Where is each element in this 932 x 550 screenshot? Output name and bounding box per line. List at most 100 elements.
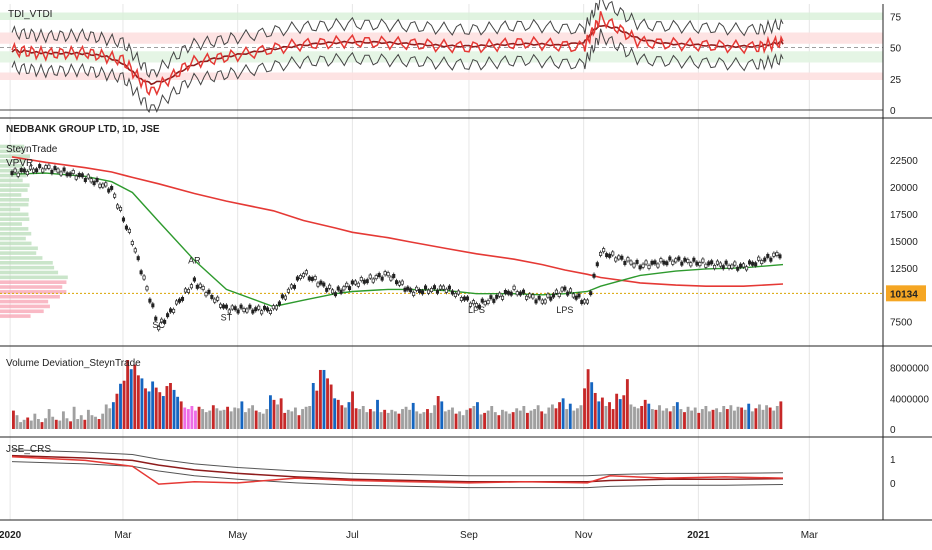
tdi-signal-line: [11, 24, 784, 86]
volume-bar-189: [686, 406, 690, 429]
volume-bar-66: [247, 408, 251, 429]
volume-bar-123: [451, 407, 454, 429]
candle-body: [380, 276, 384, 281]
candle-body: [583, 299, 587, 304]
volume-bar-18: [76, 419, 80, 429]
volume-bar-137: [501, 409, 504, 429]
candle-body: [763, 257, 767, 262]
candle-body: [368, 274, 372, 279]
volume-bar-59: [222, 409, 226, 429]
volume-bar-40: [154, 387, 158, 429]
vpvr-bar-3: [0, 299, 49, 304]
volume-bar-168: [611, 409, 615, 429]
volume-bar-127: [465, 409, 469, 429]
volume-bar-208: [754, 408, 758, 429]
candle-body: [397, 281, 401, 286]
candle-body: [333, 292, 337, 297]
volume-bar-173: [629, 404, 633, 429]
volume-bar-175: [636, 408, 640, 429]
volume-bar-33: [129, 369, 133, 429]
volume-bar-56: [211, 405, 215, 429]
volume-bar-22: [90, 415, 94, 429]
candle-body: [347, 286, 352, 291]
candle-body: [386, 272, 390, 277]
x-axis-tick-0: 2020: [0, 530, 22, 541]
volume-bar-151: [550, 404, 554, 429]
candle-body: [453, 292, 457, 297]
candle-body: [689, 262, 693, 267]
candle-body: [540, 299, 544, 304]
candle-body: [424, 285, 428, 290]
volume-bar-94: [347, 402, 351, 429]
candle-body: [426, 289, 431, 294]
volume-bar-38: [147, 391, 151, 429]
volume-bar-50: [190, 406, 194, 429]
candle-body: [113, 193, 117, 198]
volume-bar-158: [575, 408, 579, 429]
vpvr-bar-34: [0, 149, 26, 154]
volume-bar-138: [504, 411, 508, 429]
volume-bar-149: [543, 413, 547, 429]
candle-body: [154, 316, 158, 321]
price-annotation-0: SC: [152, 320, 165, 330]
candle-body: [432, 285, 437, 290]
candle-body: [177, 298, 182, 303]
volume-bar-67: [251, 405, 255, 429]
candle-body: [589, 291, 593, 296]
candle-body: [65, 172, 69, 177]
volume-bar-76: [283, 412, 287, 429]
volume-ytick-1: 4000000: [890, 394, 929, 405]
volume-bar-201: [729, 405, 733, 429]
volume-bar-172: [625, 379, 629, 429]
vpvr-bar-28: [0, 178, 23, 183]
candle-body: [365, 279, 369, 284]
volume-bar-8: [40, 422, 44, 429]
crs-ytick-1: 0: [890, 479, 896, 490]
tdi-zone-upper-mid: [0, 32, 883, 44]
volume-bar-196: [711, 409, 715, 429]
x-axis-tick-1: Mar: [114, 530, 132, 541]
candle-body: [163, 319, 167, 324]
volume-bar-141: [515, 408, 519, 429]
volume-bar-47: [179, 401, 183, 429]
volume-bar-17: [72, 406, 76, 429]
candle-body: [298, 275, 303, 279]
candle-body: [221, 304, 226, 309]
candle-body: [692, 257, 696, 262]
candle-body: [701, 258, 705, 263]
candle-body: [441, 285, 445, 290]
price-annotation-3: LPS: [468, 305, 485, 315]
x-axis-tick-6: 2021: [687, 530, 710, 541]
candle-body: [462, 296, 466, 301]
volume-bar-95: [351, 391, 354, 429]
volume-bar-46: [176, 396, 180, 429]
candle-body: [495, 294, 499, 299]
x-axis-tick-7: Mar: [801, 530, 819, 541]
volume-bar-82: [304, 406, 308, 429]
candle-body: [534, 299, 538, 304]
candle-body: [751, 261, 755, 266]
volume-bar-92: [340, 405, 344, 429]
candle-body: [477, 304, 481, 309]
candle-body: [468, 302, 473, 307]
crs-average-line: [11, 454, 784, 483]
candle-body: [59, 171, 63, 176]
candle-body: [68, 172, 72, 177]
vpvr-bar-4: [0, 294, 60, 299]
price-ytick-6: 22500: [890, 156, 918, 167]
volume-bar-31: [122, 380, 126, 429]
candle-body: [518, 291, 522, 296]
volume-bar-156: [568, 403, 572, 429]
candle-body: [721, 265, 725, 270]
volume-bar-20: [83, 419, 87, 429]
price-ytick-3: 15000: [890, 237, 918, 248]
volume-bar-125: [458, 411, 462, 429]
vpvr-bar-8: [0, 275, 68, 280]
vpvr-bar-12: [0, 256, 43, 260]
candle-body: [566, 291, 570, 296]
volume-bar-45: [172, 389, 176, 429]
candle-body: [31, 168, 36, 173]
vpvr-bar-23: [0, 202, 29, 207]
candle-body: [754, 262, 758, 267]
volume-bar-139: [508, 413, 512, 429]
